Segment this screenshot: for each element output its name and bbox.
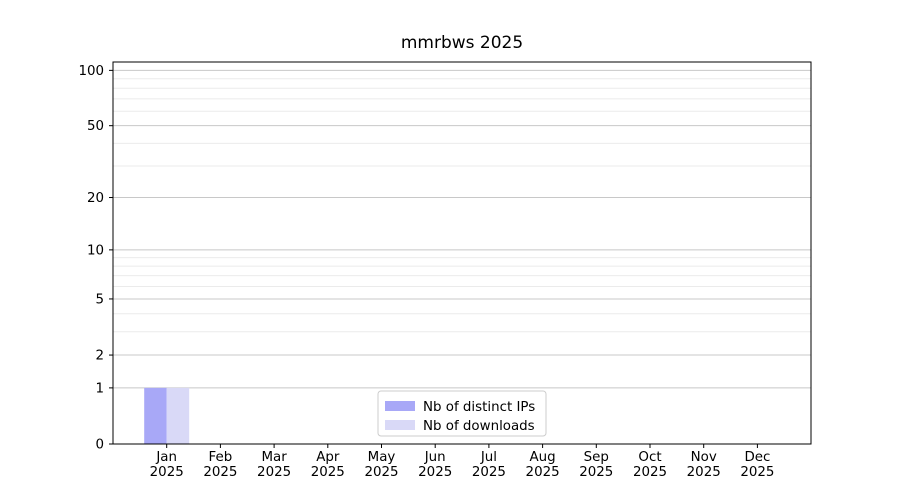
legend-swatch-downloads xyxy=(385,420,415,430)
x-tick-label-month: May xyxy=(368,450,396,465)
x-tick-label-year: 2025 xyxy=(579,465,613,480)
x-tick-label-year: 2025 xyxy=(364,465,398,480)
x-tick-label-year: 2025 xyxy=(633,465,667,480)
x-tick-label-year: 2025 xyxy=(418,465,452,480)
x-tick-label-month: Sep xyxy=(584,450,609,465)
plot-area-border xyxy=(112,61,812,445)
x-tick-label-year: 2025 xyxy=(150,465,184,480)
x-tick-label-month: Jun xyxy=(424,450,446,465)
y-tick-label: 0 xyxy=(95,438,104,453)
x-tick-label-month: Oct xyxy=(638,450,661,465)
x-tick-label-month: Dec xyxy=(744,450,770,465)
legend-label-downloads: Nb of downloads xyxy=(423,419,535,434)
x-tick-label-year: 2025 xyxy=(740,465,774,480)
legend-label-distinct-ips: Nb of distinct IPs xyxy=(423,400,535,415)
x-tick-label-year: 2025 xyxy=(687,465,721,480)
y-tick-label: 2 xyxy=(95,349,104,364)
y-tick-label: 5 xyxy=(95,292,104,307)
legend: Nb of distinct IPs Nb of downloads xyxy=(377,390,547,437)
bar-distinct-ips-jan-2025 xyxy=(144,387,167,444)
x-tick-label-month: Apr xyxy=(316,450,340,465)
y-tick-label: 20 xyxy=(87,191,104,206)
y-tick-label: 1 xyxy=(95,381,104,396)
x-tick-label-year: 2025 xyxy=(257,465,291,480)
x-tick-label-month: Jan xyxy=(155,450,177,465)
x-tick-label-year: 2025 xyxy=(526,465,560,480)
y-tick-label: 100 xyxy=(78,64,104,79)
x-tick-label-year: 2025 xyxy=(472,465,506,480)
x-tick-label-month: Jul xyxy=(480,450,497,465)
gridlines-layer xyxy=(113,69,811,389)
x-tick-label-month: Mar xyxy=(261,450,287,465)
bar-downloads-jan-2025 xyxy=(166,387,190,444)
chart-title: mmrbws 2025 xyxy=(401,33,523,53)
x-tick-label-year: 2025 xyxy=(311,465,345,480)
x-tick-label-month: Nov xyxy=(691,450,717,465)
legend-box xyxy=(377,390,547,437)
legend-swatch-distinct-ips xyxy=(385,401,415,411)
x-tick-label-month: Feb xyxy=(209,450,233,465)
x-tick-label-month: Aug xyxy=(530,450,556,465)
x-tick-label-year: 2025 xyxy=(203,465,237,480)
bars-layer xyxy=(144,387,190,444)
y-tick-label: 10 xyxy=(87,243,104,258)
axes-layer: 0125102050100Jan2025Feb2025Mar2025Apr202… xyxy=(78,61,812,480)
y-tick-label: 50 xyxy=(87,119,104,134)
